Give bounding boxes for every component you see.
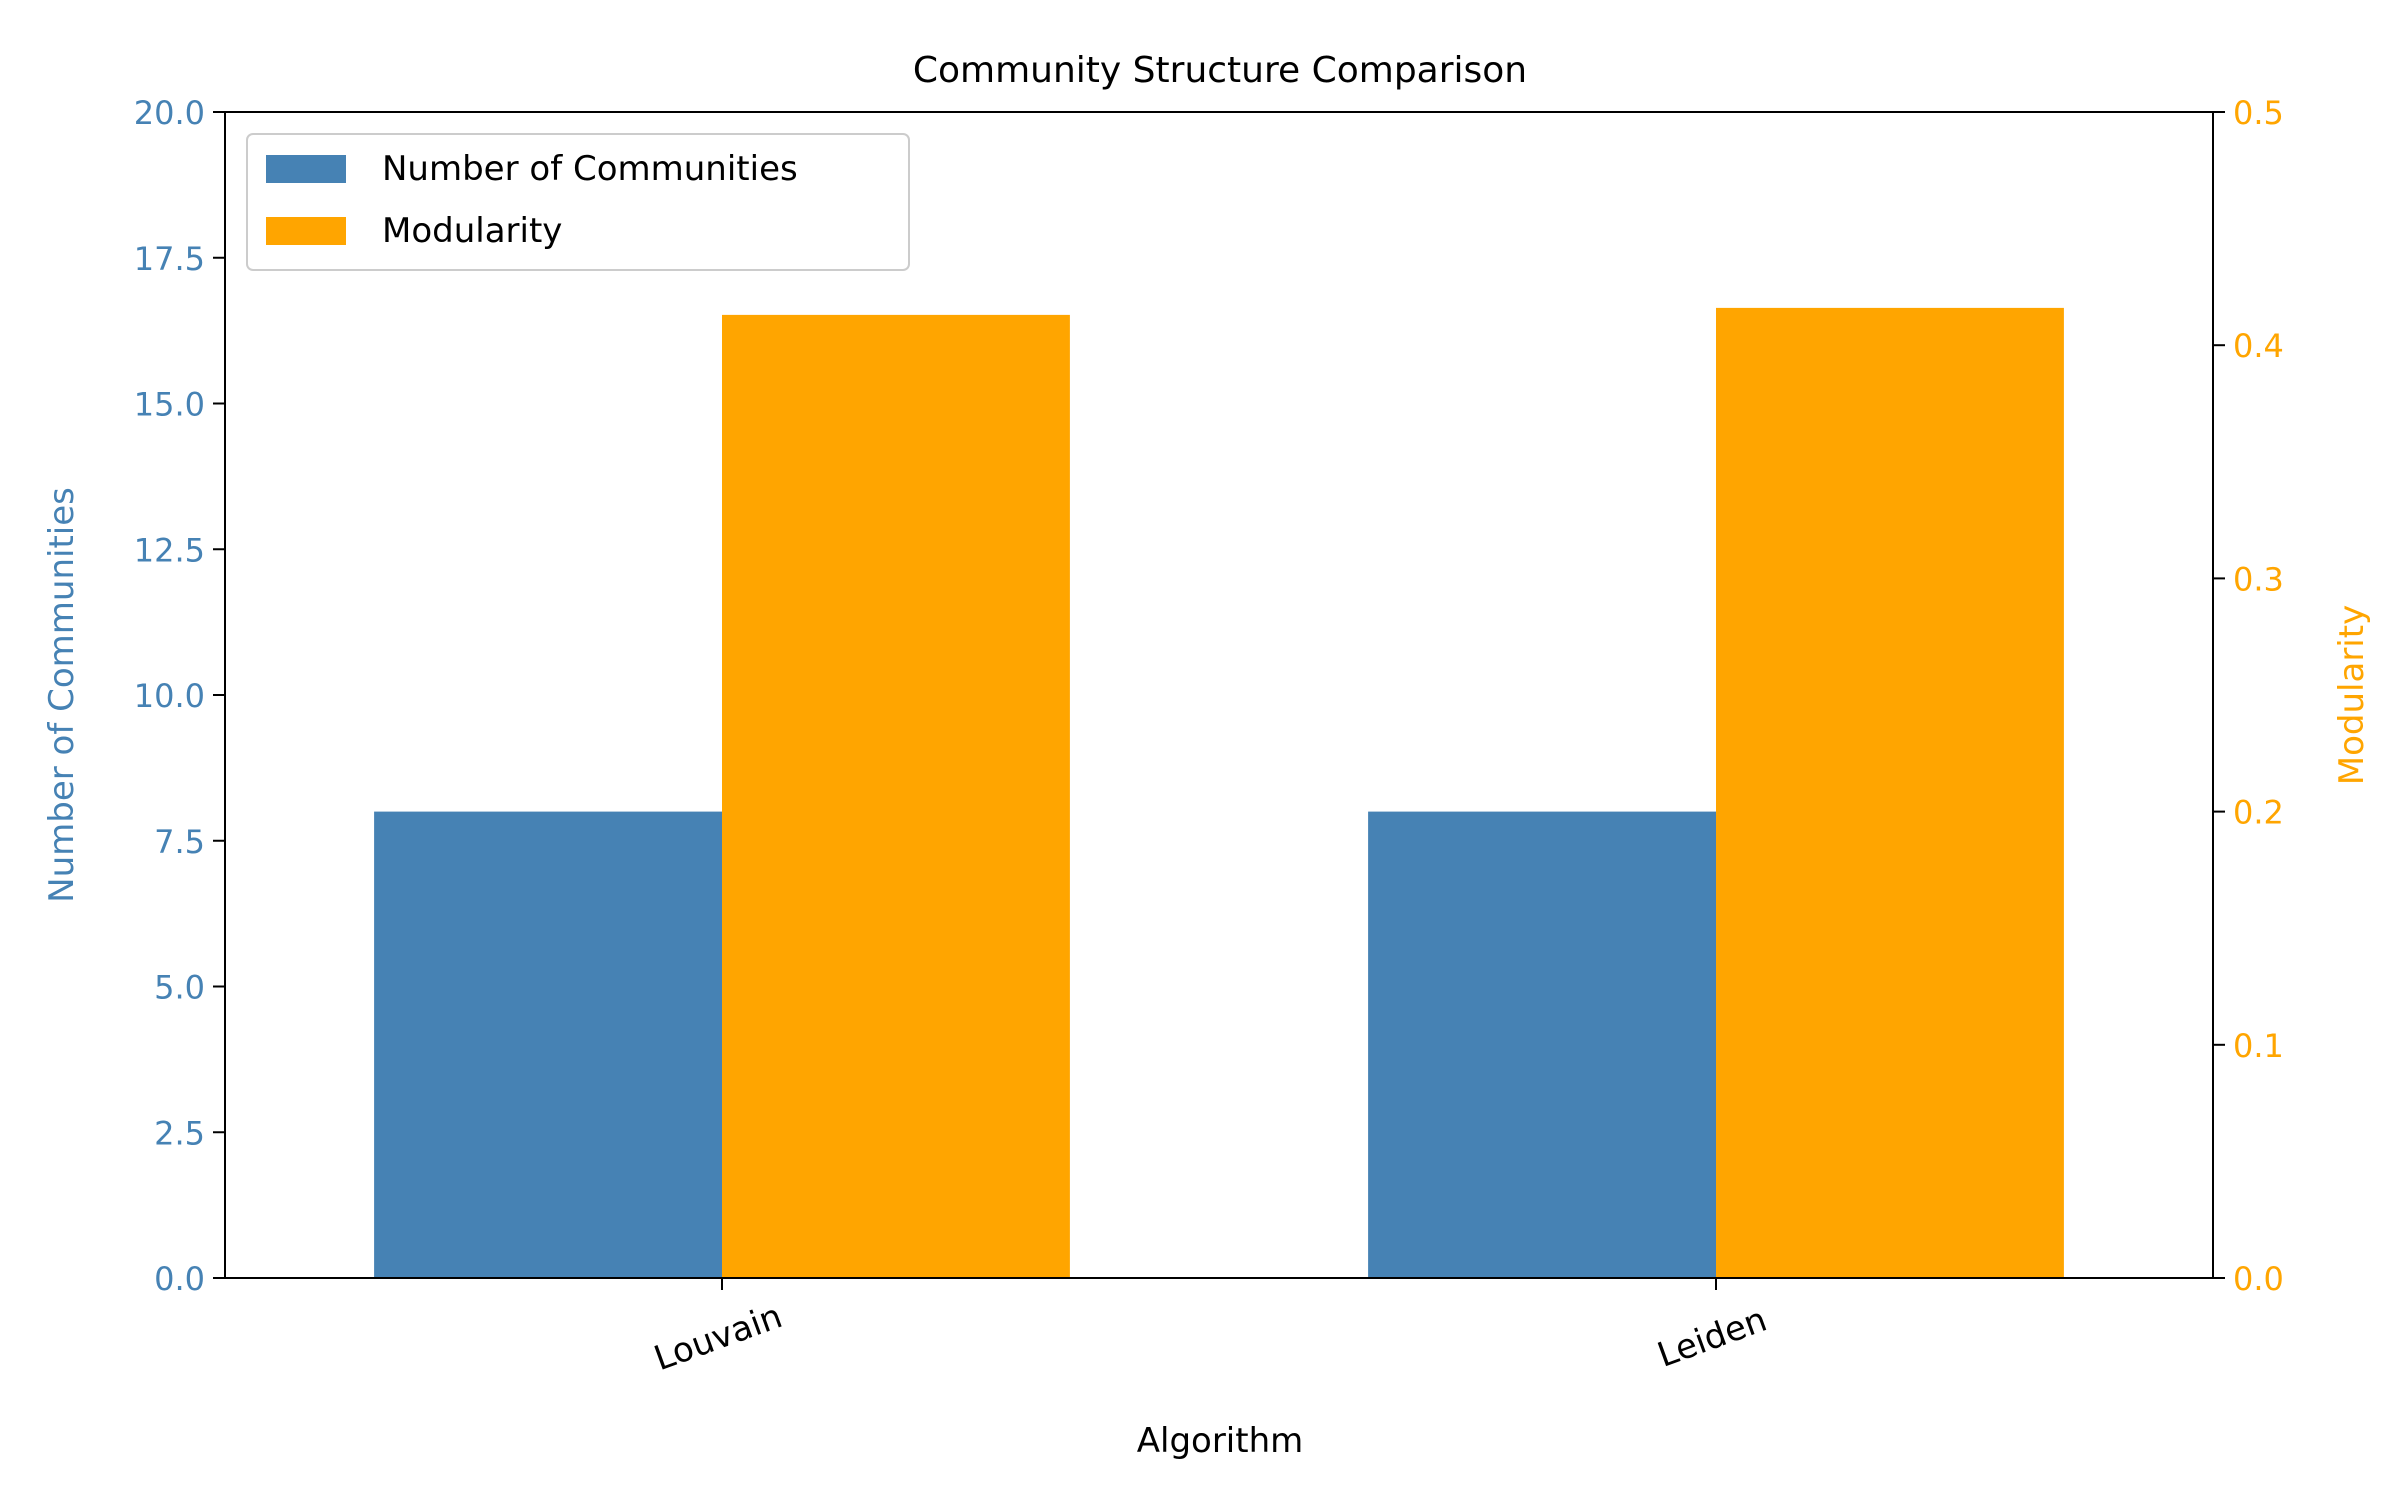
bar-number-of-communities-leiden bbox=[1368, 811, 1716, 1278]
right-y-tick-label: 0.0 bbox=[2233, 1260, 2284, 1298]
chart-title: Community Structure Comparison bbox=[913, 50, 1527, 91]
bar-number-of-communities-louvain bbox=[374, 811, 722, 1278]
right-y-tick-label: 0.3 bbox=[2233, 560, 2284, 598]
bars-group bbox=[374, 307, 2064, 1278]
left-y-axis-label: Number of Communities bbox=[42, 487, 82, 903]
left-y-tick-label: 10.0 bbox=[134, 677, 205, 715]
x-axis-label: Algorithm bbox=[1137, 1421, 1304, 1461]
right-y-axis-label: Modularity bbox=[2332, 605, 2372, 785]
right-y-axis: 0.0 0.1 0.2 0.3 0.4 0.5 bbox=[2213, 94, 2284, 1298]
right-y-tick-label: 0.4 bbox=[2233, 327, 2284, 365]
legend-swatch-number-of-communities bbox=[266, 155, 346, 183]
left-y-tick-label: 0.0 bbox=[154, 1260, 205, 1298]
legend-label-number-of-communities: Number of Communities bbox=[382, 149, 798, 189]
legend: Number of Communities Modularity bbox=[246, 133, 910, 271]
legend-swatch-modularity bbox=[266, 217, 346, 245]
right-y-tick-label: 0.1 bbox=[2233, 1027, 2284, 1065]
left-y-tick-label: 7.5 bbox=[154, 823, 205, 861]
bar-modularity-louvain bbox=[722, 314, 1070, 1278]
legend-frame bbox=[246, 133, 910, 271]
left-y-tick-label: 12.5 bbox=[134, 531, 205, 569]
left-y-tick-label: 2.5 bbox=[154, 1114, 205, 1152]
right-y-tick-label: 0.2 bbox=[2233, 794, 2284, 832]
left-y-tick-label: 5.0 bbox=[154, 969, 205, 1007]
left-y-tick-label: 15.0 bbox=[134, 386, 205, 424]
left-y-tick-label: 20.0 bbox=[134, 94, 205, 132]
legend-label-modularity: Modularity bbox=[382, 211, 562, 251]
left-y-tick-label: 17.5 bbox=[134, 240, 205, 278]
bar-modularity-leiden bbox=[1716, 307, 2064, 1278]
left-y-axis: 0.0 2.5 5.0 7.5 10.0 12.5 15.0 17.5 20.0 bbox=[134, 94, 225, 1298]
right-y-tick-label: 0.5 bbox=[2233, 94, 2284, 132]
